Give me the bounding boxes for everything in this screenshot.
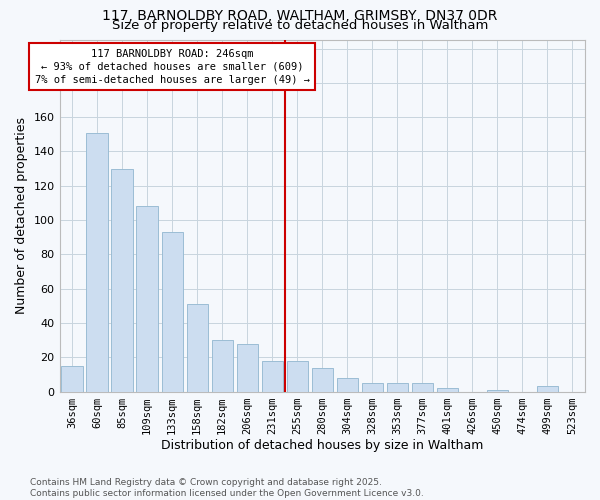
Bar xyxy=(236,344,258,392)
Bar xyxy=(61,366,83,392)
Bar xyxy=(537,386,558,392)
Text: Size of property relative to detached houses in Waltham: Size of property relative to detached ho… xyxy=(112,19,488,32)
Text: 117 BARNOLDBY ROAD: 246sqm
← 93% of detached houses are smaller (609)
7% of semi: 117 BARNOLDBY ROAD: 246sqm ← 93% of deta… xyxy=(35,48,310,85)
Text: 117, BARNOLDBY ROAD, WALTHAM, GRIMSBY, DN37 0DR: 117, BARNOLDBY ROAD, WALTHAM, GRIMSBY, D… xyxy=(103,9,497,23)
Bar xyxy=(187,304,208,392)
Bar xyxy=(412,383,433,392)
Text: Contains HM Land Registry data © Crown copyright and database right 2025.
Contai: Contains HM Land Registry data © Crown c… xyxy=(30,478,424,498)
Bar xyxy=(112,168,133,392)
Y-axis label: Number of detached properties: Number of detached properties xyxy=(15,118,28,314)
Bar xyxy=(362,383,383,392)
Bar xyxy=(161,232,183,392)
Bar xyxy=(136,206,158,392)
Bar xyxy=(287,360,308,392)
Bar xyxy=(86,132,108,392)
Bar xyxy=(337,378,358,392)
Bar xyxy=(212,340,233,392)
Bar xyxy=(487,390,508,392)
Bar xyxy=(262,360,283,392)
Bar xyxy=(437,388,458,392)
X-axis label: Distribution of detached houses by size in Waltham: Distribution of detached houses by size … xyxy=(161,440,484,452)
Bar xyxy=(311,368,333,392)
Bar xyxy=(387,383,408,392)
